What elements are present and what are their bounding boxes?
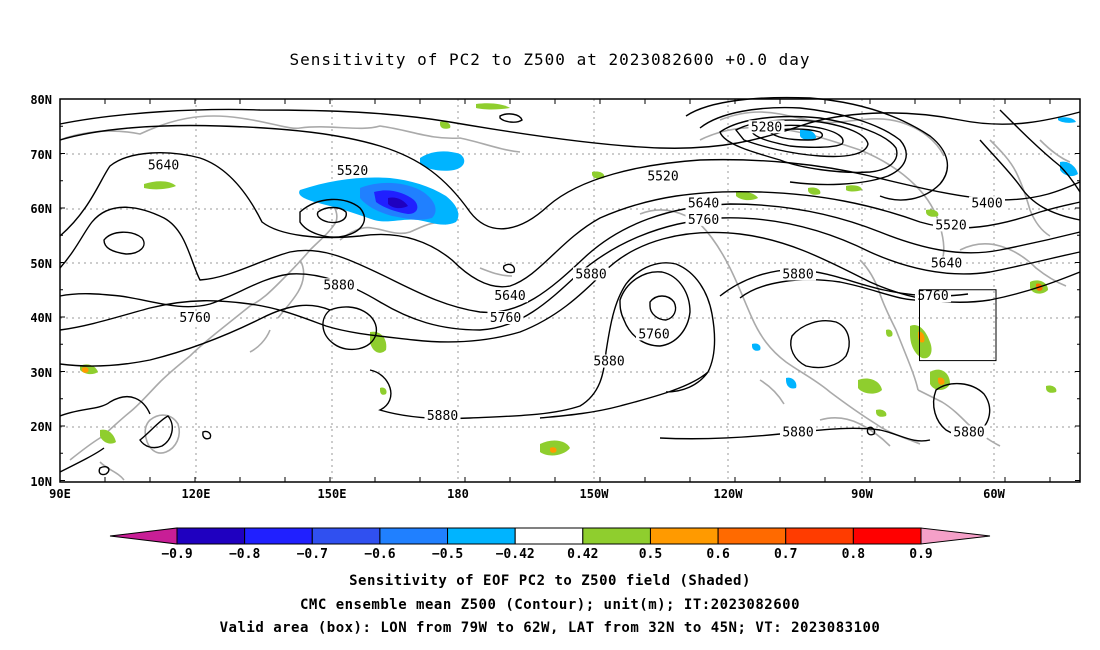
lat-label-60n: 60N [30,202,52,216]
contour-label-5760-5: 5760 [688,213,719,228]
colorbar-box-2 [311,527,381,545]
contour-label-5880-18: 5880 [427,409,458,424]
lat-label-70n: 70N [30,148,52,162]
colorbar-box-9 [785,527,854,545]
colorbar-box-7 [649,527,719,545]
colorbar-box-6 [582,527,651,545]
contour-label-bg-10 [780,267,816,281]
lon-label-90w: 90W [851,487,873,501]
lon-label-60w: 60W [983,487,1005,501]
colorbar-box-3 [379,527,449,545]
colorbar-label-9: 0.7 [774,547,797,562]
contour-label-5760-9: 5760 [917,289,948,304]
contour-label-5640-0: 5640 [148,158,179,173]
lat-label-10n: 10N [30,475,52,489]
contour-label-bg-17 [591,354,627,368]
contour-label-bg-11 [573,267,609,281]
lon-label-120e: 120E [182,487,211,501]
colorbar-label-0: −0.9 [161,547,192,562]
contour-label-5880-12: 5880 [323,278,354,293]
colorbar-label-5: −0.42 [496,547,535,562]
contour-label-bg-4 [685,196,722,210]
contour-label-bg-13 [492,289,528,303]
valid-area-box [919,289,997,362]
lat-label-80n: 80N [30,93,52,107]
colorbar-label-10: 0.8 [842,547,866,562]
contour-label-bg-14 [487,311,524,324]
contour-label-bg-5 [685,212,722,226]
lon-label-180: 180 [447,487,469,501]
contour-label-bg-3 [645,169,681,183]
contour-label-5520-1: 5520 [337,164,368,179]
caption-shaded: Sensitivity of EOF PC2 to Z500 field (Sh… [349,573,751,589]
colorbar-box-8 [717,527,787,545]
lat-label-30n: 30N [30,366,52,380]
contour-label-bg-16 [636,327,672,341]
latitude-labels: 80N 70N 60N 50N 40N 30N 20N 10N [30,93,52,489]
colorbar-label-4: −0.5 [432,547,463,562]
lat-label-50n: 50N [30,257,52,271]
colorbar-label-1: −0.8 [229,547,260,562]
contour-label-5640-8: 5640 [931,257,962,272]
contour-label-5880-11: 5880 [575,267,606,282]
colorbar-label-7: 0.5 [639,547,662,562]
longitude-labels: 90E 120E 150E 180 150W 120W 90W 60W [49,487,1005,501]
contour-label-bg-20 [951,425,987,439]
coastlines [59,111,1071,481]
contour-label-5520-7: 5520 [935,218,966,233]
contour-label-5880-10: 5880 [782,267,813,282]
colorbar-label-2: −0.7 [297,547,328,562]
colorbar: −0.9 −0.8 −0.7 −0.6 −0.5 −0.42 0.42 0.5 0.6 0.7 0.… [109,527,991,562]
shaded-sensitivity [80,103,1078,456]
contour-label-5520-3: 5520 [647,169,678,184]
contour-label-5880-20: 5880 [953,425,984,440]
colorbar-label-6: 0.42 [567,547,598,562]
lat-label-40n: 40N [30,311,52,325]
colorbar-labels: −0.9 −0.8 −0.7 −0.6 −0.5 −0.42 0.42 0.5 0.6 0.7 0.… [161,547,932,562]
lon-label-120w: 120W [714,487,744,501]
contour-label-bg-19 [780,425,816,439]
colorbar-high-end [920,527,991,545]
contour-label-bg-9 [915,289,951,303]
caption-valid-area: Valid area (box): LON from 79W to 62W, L… [219,620,881,636]
contour-label-5400-6: 5400 [971,197,1002,212]
contour-label-bg-7 [933,218,969,232]
contour-label-bg-0 [145,158,182,172]
contour-label-bg-2 [748,120,785,134]
contour-label-5880-17: 5880 [593,355,624,370]
contour-label-5280-2: 5280 [751,120,782,135]
caption-contour: CMC ensemble mean Z500 (Contour); unit(m… [299,597,800,613]
colorbar-box-10 [852,527,922,545]
contour-label-5760-15: 5760 [179,311,210,326]
contour-label-5880-19: 5880 [782,425,813,440]
contour-label-5760-16: 5760 [638,327,669,342]
lon-label-150e: 150E [318,487,347,501]
colorbar-box-5 [514,527,584,545]
contour-label-bg-6 [969,196,1005,210]
contour-labels: 5640 552052805520564057605400552056405760… [145,120,1005,440]
colorbar-boxes [176,527,922,545]
colorbar-label-8: 0.6 [706,547,730,562]
lon-label-90e: 90E [49,487,71,501]
contour-label-bg-15 [177,311,213,324]
contour-label-5640-13: 5640 [494,289,525,304]
lon-label-150w: 150W [580,487,610,501]
contour-label-bg-8 [928,256,965,270]
map-frame [59,98,1081,483]
colorbar-low-end [109,527,178,545]
contour-label-5760-14: 5760 [490,311,521,326]
colorbar-box-0 [176,527,246,545]
axis-ticks [59,98,1080,482]
page-title: Sensitivity of PC2 to Z500 at 2023082600… [289,50,811,69]
contour-label-bg-12 [321,278,357,292]
lat-label-20n: 20N [30,420,52,434]
colorbar-box-4 [447,527,516,545]
colorbar-box-1 [244,527,313,545]
colorbar-label-3: −0.6 [364,547,395,562]
contour-label-5640-4: 5640 [688,197,719,212]
contour-label-bg-18 [424,409,461,423]
contour-label-bg-1 [334,163,371,177]
colorbar-label-11: 0.9 [909,547,932,562]
